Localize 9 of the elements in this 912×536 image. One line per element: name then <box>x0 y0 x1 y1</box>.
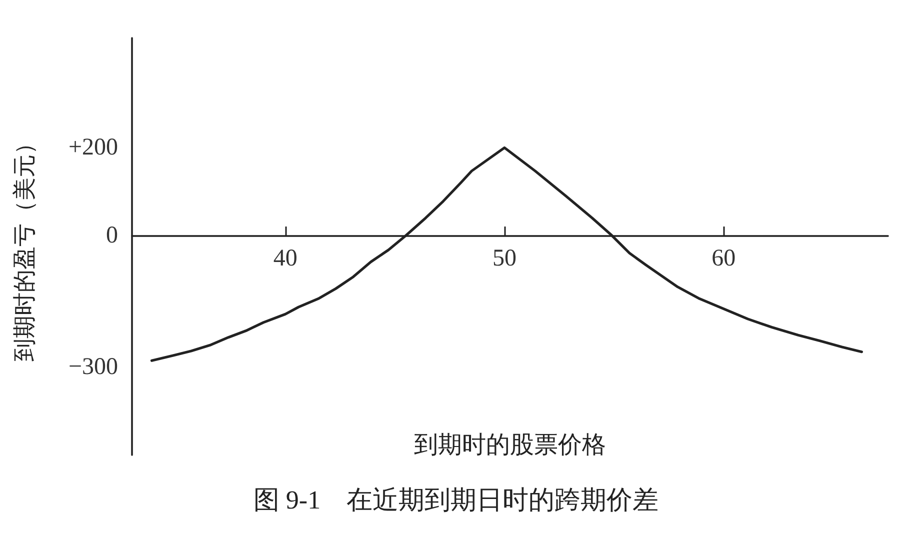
y-tick-label: +200 <box>68 134 118 161</box>
x-tick-label: 50 <box>492 246 517 272</box>
x-tick-label: 40 <box>273 246 298 272</box>
x-axis-title: 到期时的股票价格 <box>414 432 606 459</box>
y-axis-title: 到期时的盈亏（美元） <box>12 132 37 362</box>
y-tick-label: 0 <box>106 222 118 249</box>
y-tick-label: −300 <box>68 354 118 380</box>
x-tick-label: 60 <box>712 246 736 272</box>
text: 图 9-1 在近期到期日时的跨期价差 <box>253 486 659 514</box>
